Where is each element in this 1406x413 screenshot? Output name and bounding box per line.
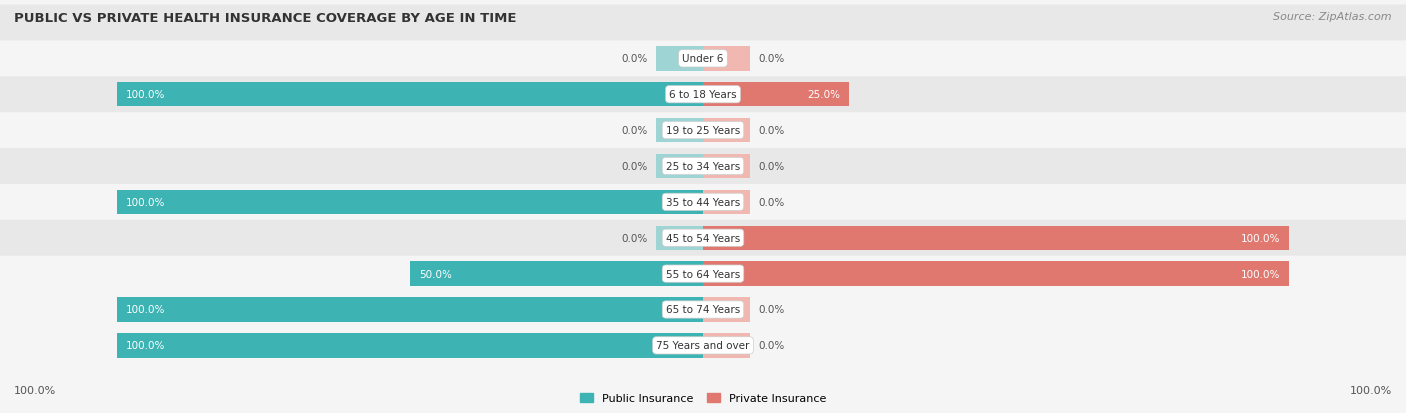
Bar bbox=[703, 83, 849, 107]
Text: 0.0%: 0.0% bbox=[621, 54, 647, 64]
FancyBboxPatch shape bbox=[0, 220, 1406, 399]
Text: 0.0%: 0.0% bbox=[621, 233, 647, 243]
Text: 6 to 18 Years: 6 to 18 Years bbox=[669, 90, 737, 100]
FancyBboxPatch shape bbox=[0, 185, 1406, 363]
Bar bbox=[657, 226, 703, 250]
Text: 0.0%: 0.0% bbox=[621, 161, 647, 171]
Bar bbox=[657, 154, 703, 179]
FancyBboxPatch shape bbox=[0, 5, 1406, 185]
Bar bbox=[703, 119, 749, 143]
Bar bbox=[411, 262, 703, 286]
Text: 100.0%: 100.0% bbox=[127, 341, 166, 351]
Text: 100.0%: 100.0% bbox=[14, 385, 56, 395]
Text: 50.0%: 50.0% bbox=[419, 269, 451, 279]
FancyBboxPatch shape bbox=[0, 77, 1406, 256]
FancyBboxPatch shape bbox=[0, 149, 1406, 328]
Text: 0.0%: 0.0% bbox=[759, 126, 785, 136]
Text: Source: ZipAtlas.com: Source: ZipAtlas.com bbox=[1274, 12, 1392, 22]
Bar bbox=[117, 83, 703, 107]
Bar bbox=[703, 154, 749, 179]
Text: 100.0%: 100.0% bbox=[1240, 233, 1279, 243]
Bar bbox=[703, 298, 749, 322]
Bar bbox=[657, 298, 703, 322]
Bar bbox=[703, 226, 749, 250]
Text: PUBLIC VS PRIVATE HEALTH INSURANCE COVERAGE BY AGE IN TIME: PUBLIC VS PRIVATE HEALTH INSURANCE COVER… bbox=[14, 12, 516, 25]
Text: 100.0%: 100.0% bbox=[1350, 385, 1392, 395]
Text: 65 to 74 Years: 65 to 74 Years bbox=[666, 305, 740, 315]
FancyBboxPatch shape bbox=[0, 113, 1406, 292]
Text: 19 to 25 Years: 19 to 25 Years bbox=[666, 126, 740, 136]
Text: Under 6: Under 6 bbox=[682, 54, 724, 64]
Text: 0.0%: 0.0% bbox=[759, 341, 785, 351]
Bar bbox=[117, 333, 703, 358]
Text: 100.0%: 100.0% bbox=[1240, 269, 1279, 279]
Text: 55 to 64 Years: 55 to 64 Years bbox=[666, 269, 740, 279]
Text: 0.0%: 0.0% bbox=[621, 126, 647, 136]
Text: 0.0%: 0.0% bbox=[759, 161, 785, 171]
FancyBboxPatch shape bbox=[0, 41, 1406, 220]
Text: 100.0%: 100.0% bbox=[127, 305, 166, 315]
Bar bbox=[703, 262, 749, 286]
Bar bbox=[703, 83, 749, 107]
Text: 25.0%: 25.0% bbox=[807, 90, 841, 100]
Bar bbox=[657, 83, 703, 107]
Text: 0.0%: 0.0% bbox=[759, 197, 785, 207]
Bar bbox=[657, 47, 703, 71]
Text: 0.0%: 0.0% bbox=[759, 305, 785, 315]
Bar bbox=[657, 262, 703, 286]
Bar bbox=[657, 190, 703, 214]
Text: 35 to 44 Years: 35 to 44 Years bbox=[666, 197, 740, 207]
Text: 45 to 54 Years: 45 to 54 Years bbox=[666, 233, 740, 243]
Text: 100.0%: 100.0% bbox=[127, 90, 166, 100]
Text: 100.0%: 100.0% bbox=[127, 197, 166, 207]
Text: 25 to 34 Years: 25 to 34 Years bbox=[666, 161, 740, 171]
Bar bbox=[657, 333, 703, 358]
Bar bbox=[117, 298, 703, 322]
Bar bbox=[703, 333, 749, 358]
Legend: Public Insurance, Private Insurance: Public Insurance, Private Insurance bbox=[579, 393, 827, 404]
Bar bbox=[657, 119, 703, 143]
FancyBboxPatch shape bbox=[0, 256, 1406, 413]
Bar bbox=[703, 190, 749, 214]
Bar bbox=[703, 262, 1289, 286]
Text: 0.0%: 0.0% bbox=[759, 54, 785, 64]
Bar bbox=[703, 47, 749, 71]
Bar bbox=[117, 190, 703, 214]
FancyBboxPatch shape bbox=[0, 0, 1406, 149]
Text: 75 Years and over: 75 Years and over bbox=[657, 341, 749, 351]
Bar bbox=[703, 226, 1289, 250]
